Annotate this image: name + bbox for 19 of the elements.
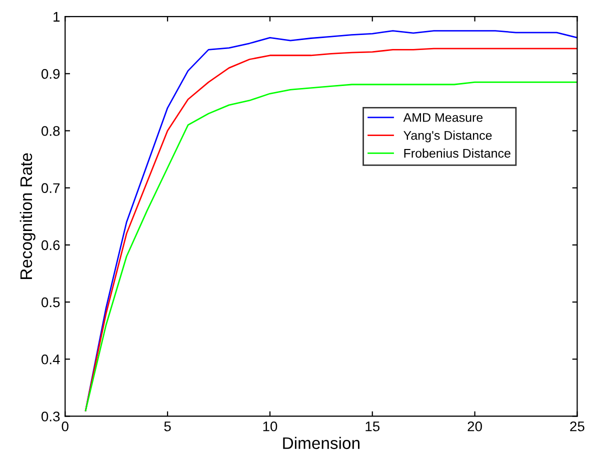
x-tick-label: 20 <box>468 421 482 432</box>
x-tick-label: 10 <box>263 421 278 432</box>
x-tick-label: 0 <box>62 421 68 432</box>
y-tick-label: 0.7 <box>41 183 60 194</box>
legend-label: Yang's Distance <box>404 130 492 142</box>
x-tick-label: 5 <box>164 422 171 432</box>
x-tick-label: 25 <box>570 421 584 432</box>
legend-label: Frobenius Distance <box>404 148 510 158</box>
x-axis-title: Dimension <box>283 436 360 450</box>
y-tick-label: 0.6 <box>41 240 60 250</box>
y-axis-title: Recognition Rate <box>20 153 36 279</box>
y-tick-label: 1 <box>54 12 60 22</box>
y-tick-label: 0.5 <box>41 297 60 308</box>
x-tick-label: 15 <box>366 422 380 432</box>
y-tick-label: 0.4 <box>41 354 60 364</box>
y-tick-label: 0.3 <box>41 412 60 422</box>
y-tick-label: 0.8 <box>41 126 60 136</box>
y-tick-label: 0.9 <box>41 68 60 79</box>
legend-label: AMD Measure <box>403 113 483 122</box>
